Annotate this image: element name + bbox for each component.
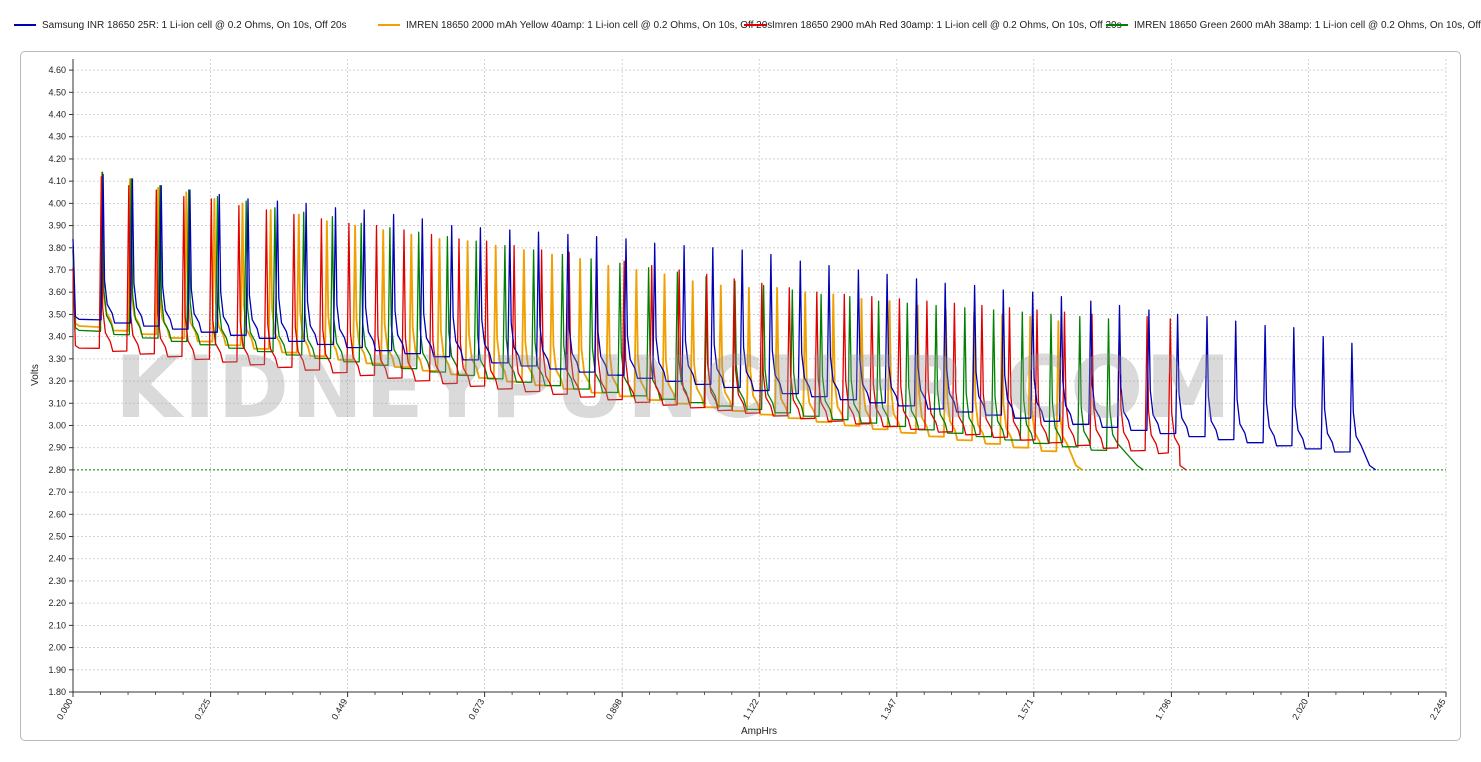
legend-label-yellow: IMREN 18650 2000 mAh Yellow 40amp: 1 Li-… — [406, 19, 773, 31]
y-tick-label: 3.20 — [48, 376, 66, 386]
y-tick-label: 2.50 — [48, 532, 66, 542]
y-tick-label: 3.70 — [48, 265, 66, 275]
x-tick-label: 2.020 — [1290, 697, 1310, 722]
series-line-0 — [72, 173, 1377, 471]
chart-legend: Samsung INR 18650 25R: 1 Li-ion cell @ 0… — [0, 0, 1481, 50]
legend-item-green: IMREN 18650 Green 2600 mAh 38amp: 1 Li-i… — [1106, 18, 1481, 32]
chart-frame — [20, 51, 1461, 741]
y-tick-label: 3.40 — [48, 332, 66, 342]
x-tick-label: 0.000 — [55, 697, 75, 722]
y-tick-label: 2.80 — [48, 465, 66, 475]
y-tick-label: 3.30 — [48, 354, 66, 364]
y-tick-label: 2.40 — [48, 554, 66, 564]
x-axis-title: AmpHrs — [741, 726, 777, 737]
y-tick-label: 2.20 — [48, 598, 66, 608]
y-tick-label: 3.00 — [48, 420, 66, 430]
legend-swatch-samsung — [14, 24, 36, 26]
series-line-3 — [72, 171, 1144, 471]
y-tick-label: 2.10 — [48, 620, 66, 630]
legend-item-red: Imren 18650 2900 mAh Red 30amp: 1 Li-ion… — [744, 18, 1122, 32]
legend-swatch-yellow — [378, 24, 400, 26]
legend-swatch-red — [744, 24, 766, 26]
y-tick-label: 4.60 — [48, 65, 66, 75]
legend-label-red: Imren 18650 2900 mAh Red 30amp: 1 Li-ion… — [772, 19, 1122, 31]
y-tick-label: 4.10 — [48, 176, 66, 186]
y-axis-title: Volts — [30, 364, 41, 386]
x-tick-label: 1.796 — [1153, 697, 1173, 722]
x-tick-label: 0.225 — [192, 697, 212, 722]
legend-label-green: IMREN 18650 Green 2600 mAh 38amp: 1 Li-i… — [1134, 19, 1481, 31]
legend-label-samsung: Samsung INR 18650 25R: 1 Li-ion cell @ 0… — [42, 19, 347, 31]
y-tick-label: 3.50 — [48, 309, 66, 319]
x-tick-label: 1.571 — [1016, 697, 1036, 722]
grid-layer — [72, 59, 1447, 693]
y-tick-label: 2.90 — [48, 443, 66, 453]
y-tick-label: 4.20 — [48, 154, 66, 164]
y-tick-label: 3.60 — [48, 287, 66, 297]
y-tick-label: 1.90 — [48, 665, 66, 675]
y-tick-label: 4.40 — [48, 110, 66, 120]
series-line-1 — [72, 171, 1083, 471]
y-tick-label: 2.60 — [48, 509, 66, 519]
legend-item-samsung: Samsung INR 18650 25R: 1 Li-ion cell @ 0… — [14, 18, 347, 32]
x-tick-label: 0.898 — [604, 697, 624, 722]
y-tick-label: 4.30 — [48, 132, 66, 142]
y-tick-label: 4.00 — [48, 198, 66, 208]
y-tick-label: 2.00 — [48, 643, 66, 653]
x-tick-label: 0.449 — [329, 697, 349, 722]
x-tick-label: 2.245 — [1428, 697, 1448, 722]
y-tick-label: 2.70 — [48, 487, 66, 497]
legend-item-yellow: IMREN 18650 2000 mAh Yellow 40amp: 1 Li-… — [378, 18, 772, 32]
x-tick-label: 1.347 — [879, 697, 899, 722]
series-layer — [72, 171, 1377, 471]
y-tick-label: 2.30 — [48, 576, 66, 586]
y-tick-label: 4.50 — [48, 87, 66, 97]
y-tick-label: 3.80 — [48, 243, 66, 253]
x-tick-label: 0.673 — [466, 697, 486, 722]
series-line-2 — [72, 176, 1187, 471]
y-tick-label: 3.10 — [48, 398, 66, 408]
legend-swatch-green — [1106, 24, 1128, 26]
y-tick-label: 3.90 — [48, 221, 66, 231]
y-tick-label: 1.80 — [48, 687, 66, 697]
x-tick-label: 1.122 — [741, 697, 761, 722]
